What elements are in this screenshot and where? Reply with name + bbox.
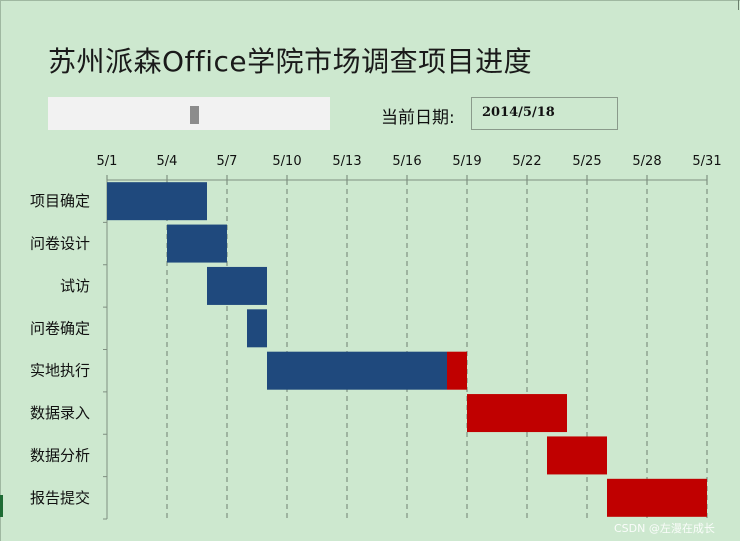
- sheet-selection-marker: [0, 495, 3, 517]
- x-tick-label: 5/28: [632, 154, 661, 169]
- x-tick-label: 5/31: [692, 154, 721, 169]
- category-label: 实地执行: [30, 362, 90, 380]
- chart-title: 苏州派森Office学院市场调查项目进度: [48, 45, 533, 78]
- remaining-bar: [467, 394, 567, 433]
- x-tick-label: 5/13: [332, 154, 361, 169]
- remaining-bar: [607, 478, 707, 517]
- category-label: 问卷确定: [30, 319, 90, 337]
- category-label: 项目确定: [30, 192, 90, 210]
- x-tick-label: 5/4: [157, 154, 178, 169]
- x-tick-label: 5/25: [572, 154, 601, 169]
- x-tick-label: 5/7: [217, 154, 238, 169]
- completed-bar: [207, 266, 267, 305]
- sheet-edge-top: [0, 0, 740, 1]
- completed-bar: [267, 351, 447, 390]
- current-date-box[interactable]: 2014/5/18: [471, 97, 618, 130]
- category-label: 数据录入: [30, 404, 90, 422]
- category-label: 试访: [60, 277, 90, 295]
- completed-bar: [247, 309, 267, 348]
- x-tick-label: 5/1: [97, 154, 118, 169]
- remaining-bar: [447, 351, 467, 390]
- category-label: 问卷设计: [30, 235, 90, 253]
- current-date-label: 当前日期:: [381, 108, 455, 128]
- watermark: CSDN @左漫在成长: [614, 522, 715, 535]
- x-tick-label: 5/16: [392, 154, 421, 169]
- completed-bar: [167, 224, 227, 263]
- sheet-edge-right: [738, 0, 739, 10]
- sheet-edge-left: [0, 0, 1, 541]
- category-label: 报告提交: [30, 489, 90, 507]
- remaining-bar: [547, 436, 607, 475]
- completed-bar: [107, 182, 207, 221]
- date-scrollbar[interactable]: [48, 97, 330, 130]
- x-tick-label: 5/22: [512, 154, 541, 169]
- scrollbar-thumb[interactable]: [190, 106, 199, 124]
- x-tick-label: 5/19: [452, 154, 481, 169]
- category-label: 数据分析: [30, 446, 90, 464]
- current-date-value: 2014/5/18: [482, 105, 555, 120]
- x-tick-label: 5/10: [272, 154, 301, 169]
